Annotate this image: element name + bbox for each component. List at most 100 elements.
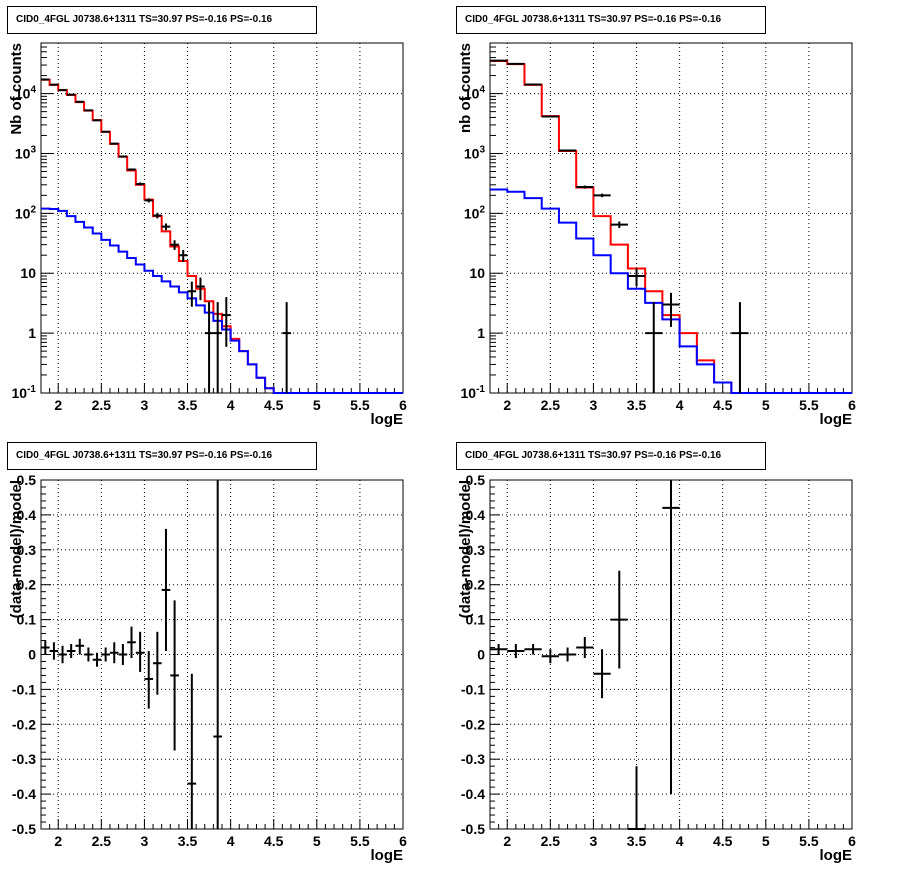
data-point <box>127 168 136 171</box>
data-point <box>627 766 646 830</box>
axis-ticks <box>40 42 404 394</box>
x-tick-label: 5.5 <box>350 833 370 849</box>
x-axis-label: logE <box>820 411 853 428</box>
data-point <box>610 570 628 669</box>
x-tick-label: 5.5 <box>799 397 819 413</box>
x-tick-label: 2.5 <box>541 833 561 849</box>
data-point <box>118 155 128 158</box>
plot-frame <box>40 42 404 394</box>
grid-lines <box>41 480 403 829</box>
series-line-red <box>490 60 852 394</box>
x-tick-label: 6 <box>848 833 856 849</box>
x-tick-label: 4.5 <box>713 397 733 413</box>
y-tick-label: 1 <box>477 325 485 341</box>
data-point <box>92 119 102 122</box>
data-points <box>41 480 222 829</box>
x-tick-label: 2.5 <box>541 397 561 413</box>
panel-3: 2 2.5 3 3.5 4 4.5 5 5.5 6 -0.5 -0.4 -0.3 -0.2 -0.1 0 0.… <box>8 472 407 864</box>
x-tick-label: 2.5 <box>92 833 112 849</box>
data-point <box>92 652 102 667</box>
x-tick-label: 2 <box>503 397 511 413</box>
x-tick-label: 5 <box>762 833 770 849</box>
y-tick-label: 10 <box>469 265 485 281</box>
x-tick-label: 3.5 <box>178 397 198 413</box>
title-box-3: CID0_4FGL J0738.6+1311 TS=30.97 PS=-0.16… <box>7 442 317 470</box>
y-tick-label: -0.5 <box>12 821 36 837</box>
title-box-2: CID0_4FGL J0738.6+1311 TS=30.97 PS=-0.16… <box>456 6 766 34</box>
data-point <box>213 480 222 829</box>
data-point <box>161 528 171 652</box>
data-point <box>66 93 76 96</box>
y-tick-label: 0.1 <box>17 612 37 628</box>
x-tick-label: 3.5 <box>627 833 647 849</box>
x-axis-label: logE <box>371 411 404 428</box>
y-tick-label: 0.1 <box>466 612 486 628</box>
data-point <box>576 637 594 658</box>
data-point <box>558 647 577 662</box>
data-point <box>101 130 110 133</box>
y-tick-label: 10-1 <box>461 384 486 401</box>
data-point <box>49 642 59 660</box>
data-point <box>144 198 154 203</box>
data-point <box>135 631 145 672</box>
data-point <box>282 302 291 393</box>
y-tick-label: 0.2 <box>17 577 37 593</box>
x-tick-label: 2 <box>503 833 511 849</box>
data-point <box>144 651 154 709</box>
y-tick-label: 10 <box>20 265 36 281</box>
y-axis-label: (data-model)/model <box>457 480 474 618</box>
x-tick-label: 2 <box>54 397 62 413</box>
data-point <box>178 249 188 262</box>
data-point <box>153 631 162 695</box>
data-point <box>75 100 85 103</box>
x-tick-label: 4 <box>227 833 235 849</box>
x-tick-label: 4 <box>676 397 684 413</box>
x-tick-label: 5 <box>762 397 770 413</box>
x-axis-label: logE <box>820 847 853 864</box>
data-point <box>101 647 110 662</box>
data-point <box>161 223 171 231</box>
y-tick-label: 0.3 <box>466 542 486 558</box>
y-tick-label: 1 <box>28 325 36 341</box>
data-point <box>222 297 231 347</box>
data-point <box>84 647 93 662</box>
x-tick-label: 4.5 <box>713 833 733 849</box>
y-tick-label: -0.2 <box>12 716 36 732</box>
data-point <box>118 644 128 665</box>
y-tick-label: 103 <box>15 144 37 161</box>
axis-ticks <box>489 42 853 394</box>
data-point <box>662 292 680 327</box>
panel-4: 2 2.5 3 3.5 4 4.5 5 5.5 6 -0.5 -0.4 -0.3 -0.2 -0.1 0 0.… <box>457 472 856 864</box>
data-point <box>593 649 611 699</box>
y-tick-label: 104 <box>464 85 486 102</box>
data-point <box>135 182 145 186</box>
data-point <box>610 221 628 228</box>
x-tick-label: 4.5 <box>264 833 284 849</box>
data-point <box>213 302 222 393</box>
plot-frame <box>489 42 853 394</box>
y-tick-label: 102 <box>464 204 486 221</box>
y-tick-label: 0.4 <box>466 507 486 523</box>
data-point <box>58 645 67 664</box>
y-tick-label: -0.2 <box>461 716 485 732</box>
x-tick-label: 2.5 <box>92 397 112 413</box>
data-points <box>490 480 680 830</box>
data-point <box>66 644 76 658</box>
y-tick-label: -0.1 <box>461 681 485 697</box>
y-tick-label: -0.3 <box>12 751 36 767</box>
x-tick-label: 6 <box>399 397 407 413</box>
data-point <box>109 142 119 145</box>
data-points <box>41 78 291 393</box>
y-tick-label: 102 <box>15 204 37 221</box>
y-tick-label: -0.3 <box>461 751 485 767</box>
x-axis-label: logE <box>371 847 404 864</box>
title-box-1: CID0_4FGL J0738.6+1311 TS=30.97 PS=-0.16… <box>7 6 317 34</box>
x-tick-label: 3.5 <box>178 833 198 849</box>
data-point <box>645 302 663 393</box>
data-point <box>170 600 179 751</box>
data-point <box>84 109 93 112</box>
data-point <box>153 212 162 219</box>
x-tick-label: 3.5 <box>627 397 647 413</box>
data-point <box>490 644 508 655</box>
